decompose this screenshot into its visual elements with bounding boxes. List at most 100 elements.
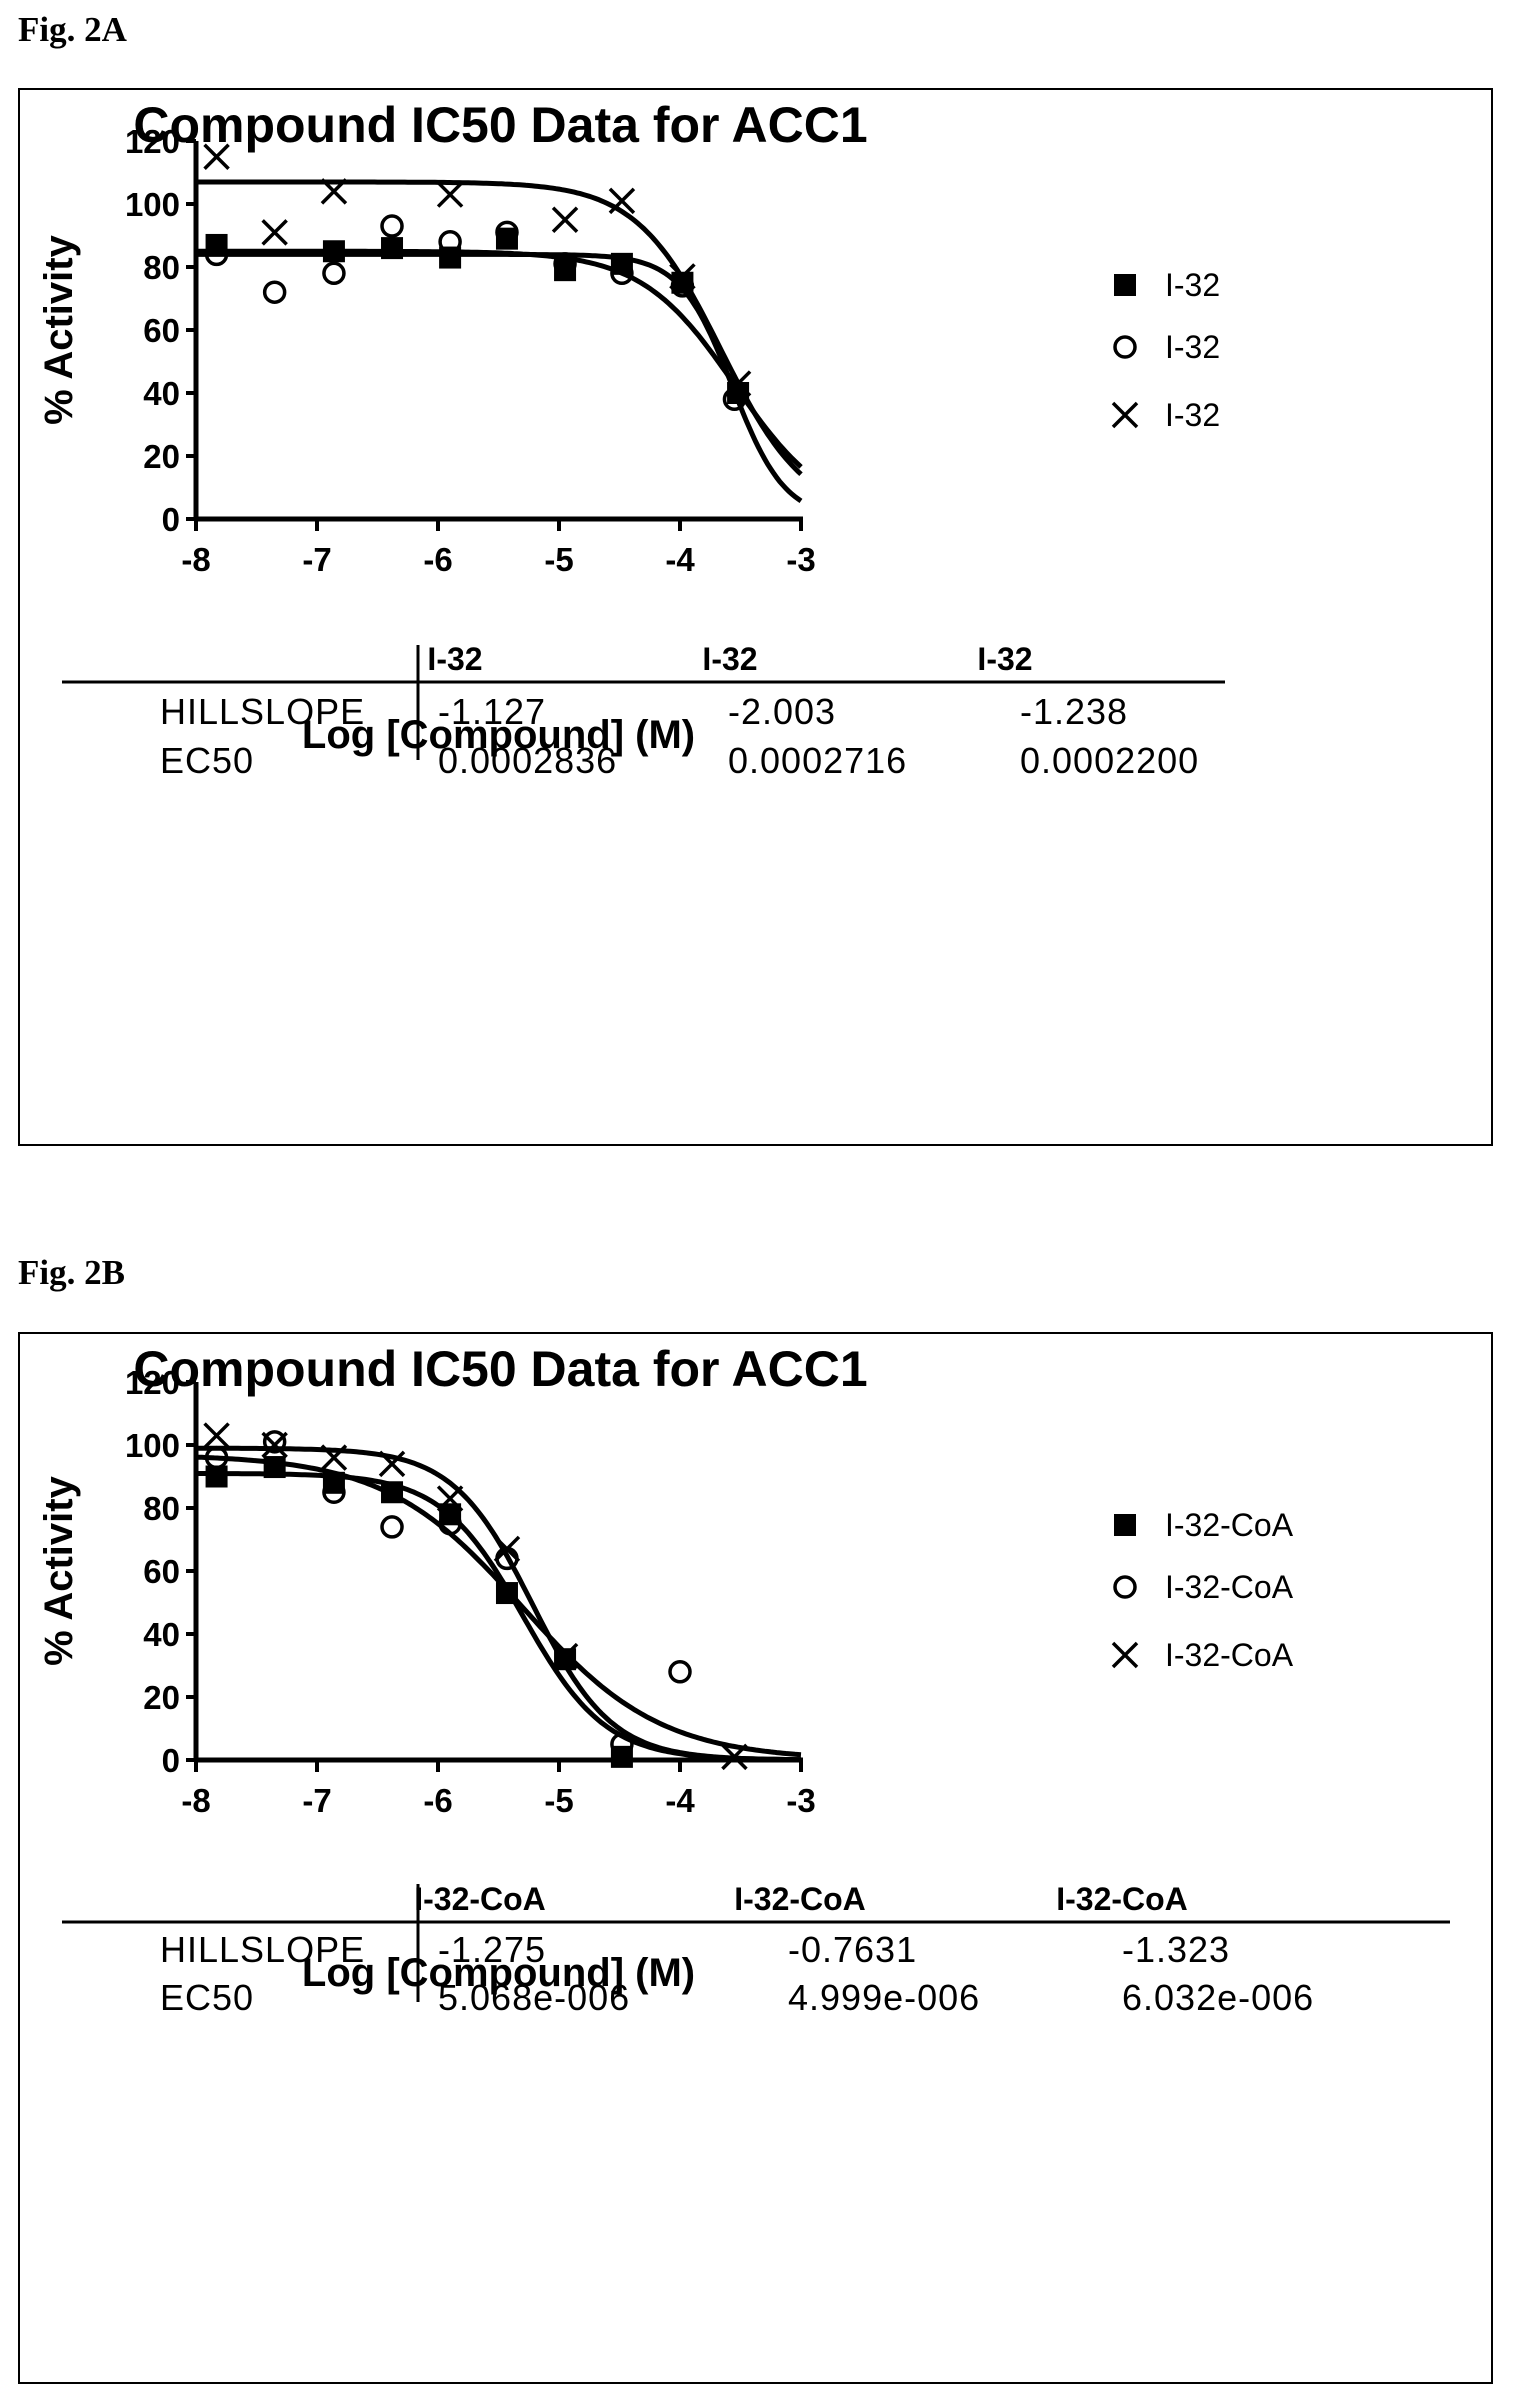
y-tick-label: 80 — [143, 249, 180, 286]
table-cell: 5.068e-006 — [438, 1977, 630, 2018]
table-cell: -1.275 — [438, 1929, 546, 1970]
data-point — [551, 1642, 579, 1670]
y-tick-label: 120 — [125, 123, 180, 160]
legend-label-1: I-32 — [1165, 267, 1220, 303]
data-point — [493, 1535, 521, 1563]
legend-marker-3 — [1111, 401, 1139, 429]
y-axis-title: % Activity — [37, 1475, 81, 1665]
fit-curve-series-1 — [196, 1471, 802, 1763]
data-point — [495, 220, 519, 245]
y-tick-label: 20 — [143, 438, 180, 475]
fit-curve-series-3 — [196, 179, 803, 477]
data-point — [551, 206, 579, 233]
data-point — [438, 230, 462, 254]
x-axis-title: Log [Compound] (M) — [302, 1951, 695, 1995]
data-point — [495, 227, 518, 250]
data-point — [724, 370, 752, 397]
y-tick-label: 80 — [143, 1490, 180, 1527]
data-point — [436, 181, 464, 208]
data-point — [203, 1422, 230, 1449]
legend-label-2: I-32-CoA — [1165, 1569, 1294, 1605]
data-point — [204, 1445, 229, 1470]
data-point — [554, 259, 577, 282]
series-3-points — [203, 1422, 748, 1771]
data-point — [322, 261, 346, 286]
legend-marker-1 — [1114, 274, 1136, 296]
fit-curve-series-2 — [196, 251, 803, 503]
figure-label-b: Fig. 2B — [18, 1253, 125, 1292]
data-point — [381, 1481, 404, 1504]
stats-table: I-32-CoA I-32-CoA I-32-CoA HILLSLOPE -1.275 -… — [62, 1881, 1450, 2018]
y-tick-label: 100 — [125, 186, 180, 223]
series-1-points — [205, 1456, 633, 1768]
legend-marker-1 — [1114, 1514, 1136, 1536]
x-tick-label: -8 — [181, 1782, 210, 1819]
chart-title: Compound IC50 Data for ACC1 — [133, 1341, 867, 1397]
table-column-header: I-32-CoA — [1056, 1881, 1188, 1917]
chart-panel-b: Compound IC50 Data for ACC1 0 20 40 60 80 100 1… — [18, 1332, 1493, 2384]
data-point — [495, 1582, 518, 1605]
x-tick-label: -8 — [181, 541, 210, 578]
data-point — [380, 1515, 404, 1539]
data-point — [381, 237, 404, 260]
x-tick-label: -4 — [665, 1782, 695, 1819]
table-row-label: EC50 — [160, 740, 254, 781]
series-3-points — [203, 143, 752, 397]
y-tick-label: 60 — [143, 312, 180, 349]
x-axis-title: Log [Compound] (M) — [302, 713, 695, 757]
data-point — [262, 280, 287, 304]
legend-label-3: I-32-CoA — [1165, 1637, 1294, 1673]
x-tick-label: -6 — [423, 1782, 452, 1819]
x-tick-label: -6 — [423, 541, 452, 578]
x-tick-label: -7 — [302, 541, 331, 578]
x-tick-label: -7 — [302, 1782, 331, 1819]
y-tick-label: 60 — [143, 1553, 180, 1590]
legend-label-1: I-32-CoA — [1165, 1507, 1294, 1543]
x-tick-label: -5 — [544, 541, 573, 578]
table-column-header: I-32 — [427, 641, 482, 677]
table-column-header: I-32-CoA — [414, 1881, 546, 1917]
legend-marker-3 — [1111, 1641, 1139, 1669]
x-tick-label: -3 — [786, 1782, 815, 1819]
data-point — [610, 1732, 634, 1756]
y-tick-label: 0 — [162, 1742, 180, 1779]
data-point — [261, 219, 288, 246]
stats-table: I-32 I-32 I-32 HILLSLOPE -1.127 -2.003 -1.238 E… — [62, 641, 1225, 781]
data-point — [203, 143, 230, 170]
data-point — [608, 187, 636, 215]
table-cell: -1.127 — [438, 691, 546, 732]
legend-marker-2 — [1113, 1575, 1137, 1599]
table-cell: 6.032e-006 — [1122, 1977, 1314, 2018]
y-tick-label: 0 — [162, 501, 180, 538]
table-cell: -0.7631 — [788, 1929, 917, 1970]
chart-title: Compound IC50 Data for ACC1 — [133, 97, 867, 153]
data-point — [378, 1450, 406, 1478]
data-point — [554, 1648, 577, 1671]
data-point — [721, 1743, 748, 1771]
table-row-label: HILLSLOPE — [160, 1929, 365, 1970]
table-row-label: EC50 — [160, 1977, 254, 2018]
y-tick-label: 20 — [143, 1679, 180, 1716]
data-point — [322, 240, 345, 263]
legend-label-3: I-32 — [1165, 397, 1220, 433]
table-cell: -2.003 — [728, 691, 836, 732]
x-tick-label: -5 — [544, 1782, 573, 1819]
data-point — [322, 1480, 346, 1504]
data-point — [261, 1431, 288, 1459]
data-point — [262, 1430, 287, 1454]
table-column-header: I-32-CoA — [734, 1881, 866, 1917]
table-cell: 0.0002200 — [1020, 740, 1199, 781]
table-column-header: I-32 — [977, 641, 1032, 677]
table-cell: -1.323 — [1122, 1929, 1230, 1970]
data-point — [320, 1444, 348, 1471]
data-point — [205, 1465, 228, 1488]
data-point — [263, 1456, 286, 1479]
data-point — [436, 1485, 464, 1512]
y-tick-label: 100 — [125, 1427, 180, 1464]
x-tick-label: -4 — [665, 541, 695, 578]
figure-label-a: Fig. 2A — [18, 10, 127, 49]
table-row-label: HILLSLOPE — [160, 691, 365, 732]
y-tick-label: 40 — [143, 1616, 180, 1653]
chart-a-svg: Compound IC50 Data for ACC1 0 20 40 60 80 100 1… — [37, 97, 1225, 781]
data-point — [204, 242, 229, 267]
